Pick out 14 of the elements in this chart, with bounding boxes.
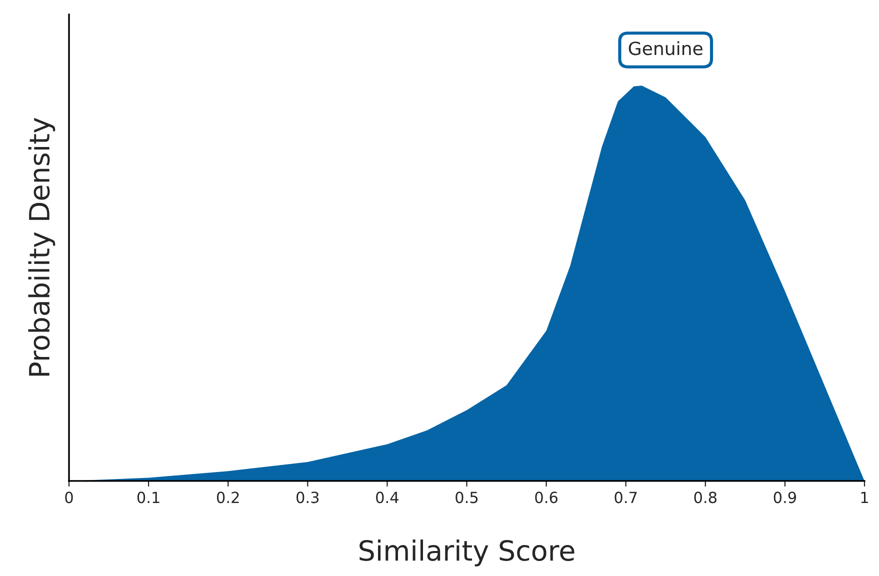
x-tick-label: 0 — [65, 492, 73, 504]
x-tick-label: 1 — [861, 492, 868, 503]
x-tick-label: 0.8 — [694, 492, 716, 504]
series-label: Genuine — [628, 41, 702, 56]
x-tick-label: 0.5 — [456, 492, 478, 504]
y-axis-title: Probability Density — [28, 118, 56, 376]
x-axis-title: Similarity Score — [360, 539, 574, 566]
x-tick-label: 0.9 — [774, 492, 796, 504]
x-tick-label: 0.6 — [535, 492, 558, 504]
x-tick-label: 0.1 — [137, 492, 160, 504]
x-tick-label: 0.7 — [614, 492, 637, 504]
x-tick-label: 0.2 — [216, 492, 239, 504]
x-tick-label: 0.3 — [296, 492, 319, 504]
x-tick-label: 0.4 — [376, 492, 398, 504]
